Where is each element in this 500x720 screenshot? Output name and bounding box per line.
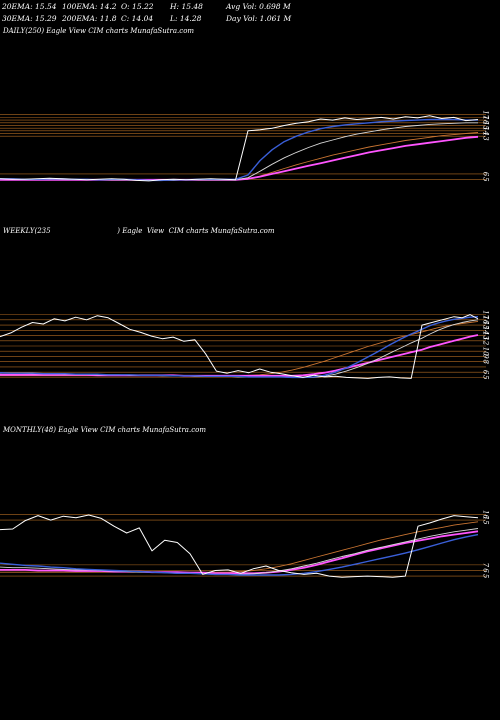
series-ema-long: [0, 521, 479, 573]
tick-label: 10: [482, 347, 490, 356]
tick-label: 16: [482, 315, 490, 324]
series-ema-mid: [0, 122, 478, 181]
series-ema-mid: [0, 319, 479, 378]
series-ema-long: [0, 132, 479, 181]
tick-label: 7: [482, 563, 490, 568]
tick-label: 13: [482, 331, 490, 340]
tick-label: 15: [482, 516, 490, 525]
header-ema20: 20EMA: 15.54: [2, 2, 57, 11]
tick-label: 5: [482, 375, 490, 380]
header-ema100: 100EMA: 14.2: [62, 2, 117, 11]
tick-label: 14: [482, 126, 490, 135]
tick-label: 17: [482, 310, 490, 319]
daily-panel-title: DAILY(250) Eagle View CIM charts MunafaS…: [3, 27, 195, 35]
tick-label: 9: [482, 354, 490, 359]
header-low: L: 14.28: [170, 14, 202, 23]
tick-label: 8: [482, 359, 490, 364]
series-ema-long: [0, 320, 479, 377]
weekly-panel-title: WEEKLY(235 ) Eagle View CIM charts Munaf…: [3, 227, 275, 235]
tick-label: 16: [482, 116, 490, 125]
tick-label: 14: [482, 326, 490, 335]
tick-label: 6: [482, 370, 490, 375]
series-ema-fast: [0, 118, 478, 182]
series-ema-slow: [0, 135, 479, 181]
series-price: [0, 314, 479, 379]
tick-label: 12: [482, 336, 490, 345]
series-ema-fast: [0, 316, 479, 379]
header-high: H: 15.48: [170, 2, 203, 11]
series-ema-fast: [0, 533, 479, 576]
tick-label: 15: [482, 121, 490, 130]
tick-label: 5: [482, 574, 490, 579]
tick-label: 17: [482, 110, 490, 119]
header-avg-vol: Avg Vol: 0.698 M: [226, 2, 291, 11]
header-open: O: 15.22: [121, 2, 154, 11]
header-ema200: 200EMA: 11.8: [62, 14, 117, 23]
header-close: C: 14.04: [121, 14, 154, 23]
tick-label: 6: [482, 568, 490, 573]
tick-label: 16: [482, 510, 490, 519]
monthly-panel-title: MONTHLY(48) Eagle View CIM charts Munafa…: [3, 426, 206, 434]
header-ema30: 30EMA: 15.29: [2, 14, 57, 23]
series-ema-mid: [0, 528, 479, 575]
series-ema-slow: [0, 334, 479, 377]
tick-label: 6: [482, 172, 490, 177]
tick-label: 15: [482, 321, 490, 330]
tick-label: 13: [482, 132, 490, 141]
tick-label: 5: [482, 177, 490, 182]
header-day-vol: Day Vol: 1.061 M: [226, 14, 292, 23]
series-price: [0, 115, 479, 182]
series-price: [0, 514, 479, 578]
